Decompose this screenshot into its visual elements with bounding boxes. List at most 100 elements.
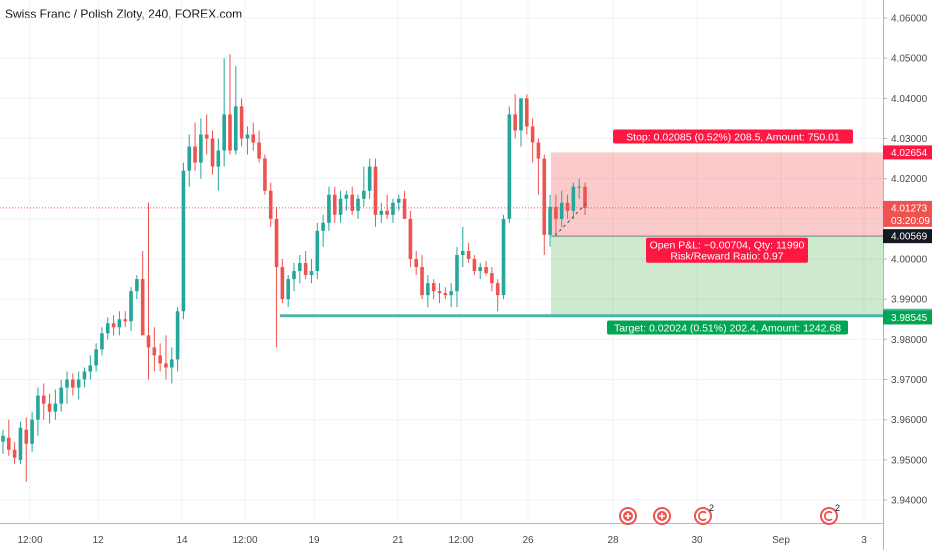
candle-body[interactable] <box>449 291 453 296</box>
candle-body[interactable] <box>251 134 256 143</box>
candle-body[interactable] <box>18 427 23 460</box>
candle-body[interactable] <box>65 379 69 388</box>
candle-body[interactable] <box>88 365 93 372</box>
candle-body[interactable] <box>199 134 203 163</box>
candle-body[interactable] <box>100 333 104 350</box>
candle-body[interactable] <box>321 222 325 231</box>
candle-body[interactable] <box>344 194 349 199</box>
candle-body[interactable] <box>239 106 244 139</box>
candle-body[interactable] <box>379 210 384 215</box>
candle-body[interactable] <box>565 202 570 211</box>
candle-body[interactable] <box>280 267 285 300</box>
candle-body[interactable] <box>426 283 430 296</box>
candle-body[interactable] <box>385 210 389 215</box>
candle-body[interactable] <box>362 190 366 199</box>
candle-body[interactable] <box>542 158 547 235</box>
candle-body[interactable] <box>350 194 354 211</box>
candle-body[interactable] <box>222 114 226 151</box>
candle-body[interactable] <box>268 190 273 219</box>
candle-body[interactable] <box>367 166 372 191</box>
earnings-event-icon[interactable] <box>694 507 712 525</box>
candle-body[interactable] <box>507 114 512 219</box>
candle-body[interactable] <box>245 134 250 139</box>
candle-body[interactable] <box>327 194 331 223</box>
candle-body[interactable] <box>408 218 413 259</box>
candle-body[interactable] <box>117 319 122 328</box>
candle-body[interactable] <box>373 166 378 215</box>
candle-body[interactable] <box>274 218 279 268</box>
candle-body[interactable] <box>7 437 11 450</box>
candle-body[interactable] <box>210 138 215 167</box>
candle-body[interactable] <box>501 218 506 296</box>
candle-body[interactable] <box>437 291 442 294</box>
candle-body[interactable] <box>30 419 34 444</box>
candle-body[interactable] <box>402 198 407 219</box>
candle-body[interactable] <box>577 186 581 188</box>
candle-body[interactable] <box>460 250 465 255</box>
target-label[interactable] <box>607 320 848 335</box>
candle-body[interactable] <box>123 319 128 322</box>
candle-body[interactable] <box>583 186 587 208</box>
candle-body[interactable] <box>146 335 151 348</box>
candle-body[interactable] <box>216 150 221 167</box>
candle-body[interactable] <box>571 186 576 211</box>
candle-body[interactable] <box>559 202 564 219</box>
candle-body[interactable] <box>41 395 46 404</box>
candle-body[interactable] <box>356 198 360 211</box>
candle-body[interactable] <box>94 349 98 366</box>
candle-body[interactable] <box>513 114 517 131</box>
candle-body[interactable] <box>71 379 75 388</box>
candle-body[interactable] <box>396 198 401 203</box>
candle-body[interactable] <box>82 371 87 380</box>
candle-body[interactable] <box>152 347 157 356</box>
candle-body[interactable] <box>431 283 436 292</box>
stop-zone[interactable] <box>551 152 883 237</box>
candle-body[interactable] <box>263 158 267 191</box>
candle-body[interactable] <box>164 363 168 368</box>
candle-body[interactable] <box>135 279 139 292</box>
candle-body[interactable] <box>24 429 29 444</box>
candle-body[interactable] <box>140 279 145 336</box>
candle-body[interactable] <box>257 142 261 159</box>
candle-body[interactable] <box>36 395 40 420</box>
candle-body[interactable] <box>193 146 197 163</box>
candle-body[interactable] <box>158 355 162 364</box>
candle-body[interactable] <box>391 202 395 215</box>
candle-body[interactable] <box>181 170 186 312</box>
candle-body[interactable] <box>309 271 314 276</box>
candle-body[interactable] <box>536 142 541 159</box>
candle-body[interactable] <box>490 273 494 284</box>
candle-body[interactable] <box>484 267 488 274</box>
candle-body[interactable] <box>111 323 116 328</box>
candle-body[interactable] <box>332 194 337 215</box>
candle-body[interactable] <box>175 311 180 360</box>
candle-body[interactable] <box>519 98 523 131</box>
candle-body[interactable] <box>338 198 343 215</box>
candle-body[interactable] <box>187 146 192 171</box>
candle-body[interactable] <box>455 254 459 292</box>
candle-body[interactable] <box>298 263 302 272</box>
candle-body[interactable] <box>548 206 552 235</box>
candle-body[interactable] <box>204 134 209 139</box>
candle-body[interactable] <box>315 230 320 272</box>
candle-body[interactable] <box>478 267 483 272</box>
candle-body[interactable] <box>292 271 296 280</box>
candle-body[interactable] <box>12 449 17 458</box>
stop-label[interactable] <box>613 129 853 144</box>
earnings-event-icon[interactable] <box>820 507 838 525</box>
candle-body[interactable] <box>414 259 419 268</box>
candle-body[interactable] <box>234 106 238 151</box>
candle-body[interactable] <box>495 283 500 296</box>
candle-body[interactable] <box>53 403 58 412</box>
candle-body[interactable] <box>443 293 448 296</box>
candle-body[interactable] <box>554 206 558 219</box>
candle-body[interactable] <box>420 267 424 296</box>
candle-body[interactable] <box>228 114 232 151</box>
candle-body[interactable] <box>525 98 529 127</box>
candle-body[interactable] <box>530 126 535 143</box>
candle-body[interactable] <box>303 263 308 276</box>
candle-body[interactable] <box>472 259 477 272</box>
candle-body[interactable] <box>76 379 81 388</box>
pnl-label[interactable] <box>646 237 808 263</box>
